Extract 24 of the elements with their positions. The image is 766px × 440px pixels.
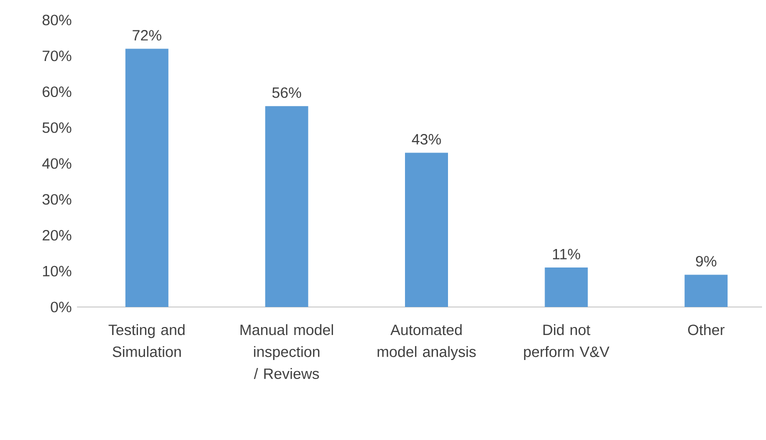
x-tick-label: Other [688, 324, 725, 336]
y-tick-label: 20% [42, 230, 72, 241]
data-label: 43% [412, 134, 441, 145]
x-tick-label: Testing and Simulation [108, 324, 185, 358]
data-label: 72% [132, 30, 162, 41]
x-tick-label: Did not perform V&V [524, 324, 610, 360]
y-tick-label: 60% [42, 86, 72, 98]
y-tick-label: 40% [42, 158, 72, 169]
y-tick-label: 50% [42, 122, 72, 133]
y-tick-label: 70% [42, 50, 72, 62]
y-tick-label: 80% [42, 14, 72, 26]
data-label: 56% [272, 87, 302, 98]
bar [125, 48, 168, 307]
data-label: 11% [553, 248, 580, 260]
y-tick-label: 30% [42, 194, 72, 205]
x-tick-label: Manual model inspection / Reviews [240, 324, 334, 379]
y-tick-label: 0% [50, 302, 72, 312]
y-tick-label: 10% [43, 266, 72, 276]
bar [265, 106, 308, 307]
bar [404, 152, 448, 307]
data-label: 9% [696, 256, 716, 267]
x-tick-label: Automated model analysis [378, 324, 476, 360]
bar [684, 274, 728, 307]
bar [544, 268, 588, 307]
